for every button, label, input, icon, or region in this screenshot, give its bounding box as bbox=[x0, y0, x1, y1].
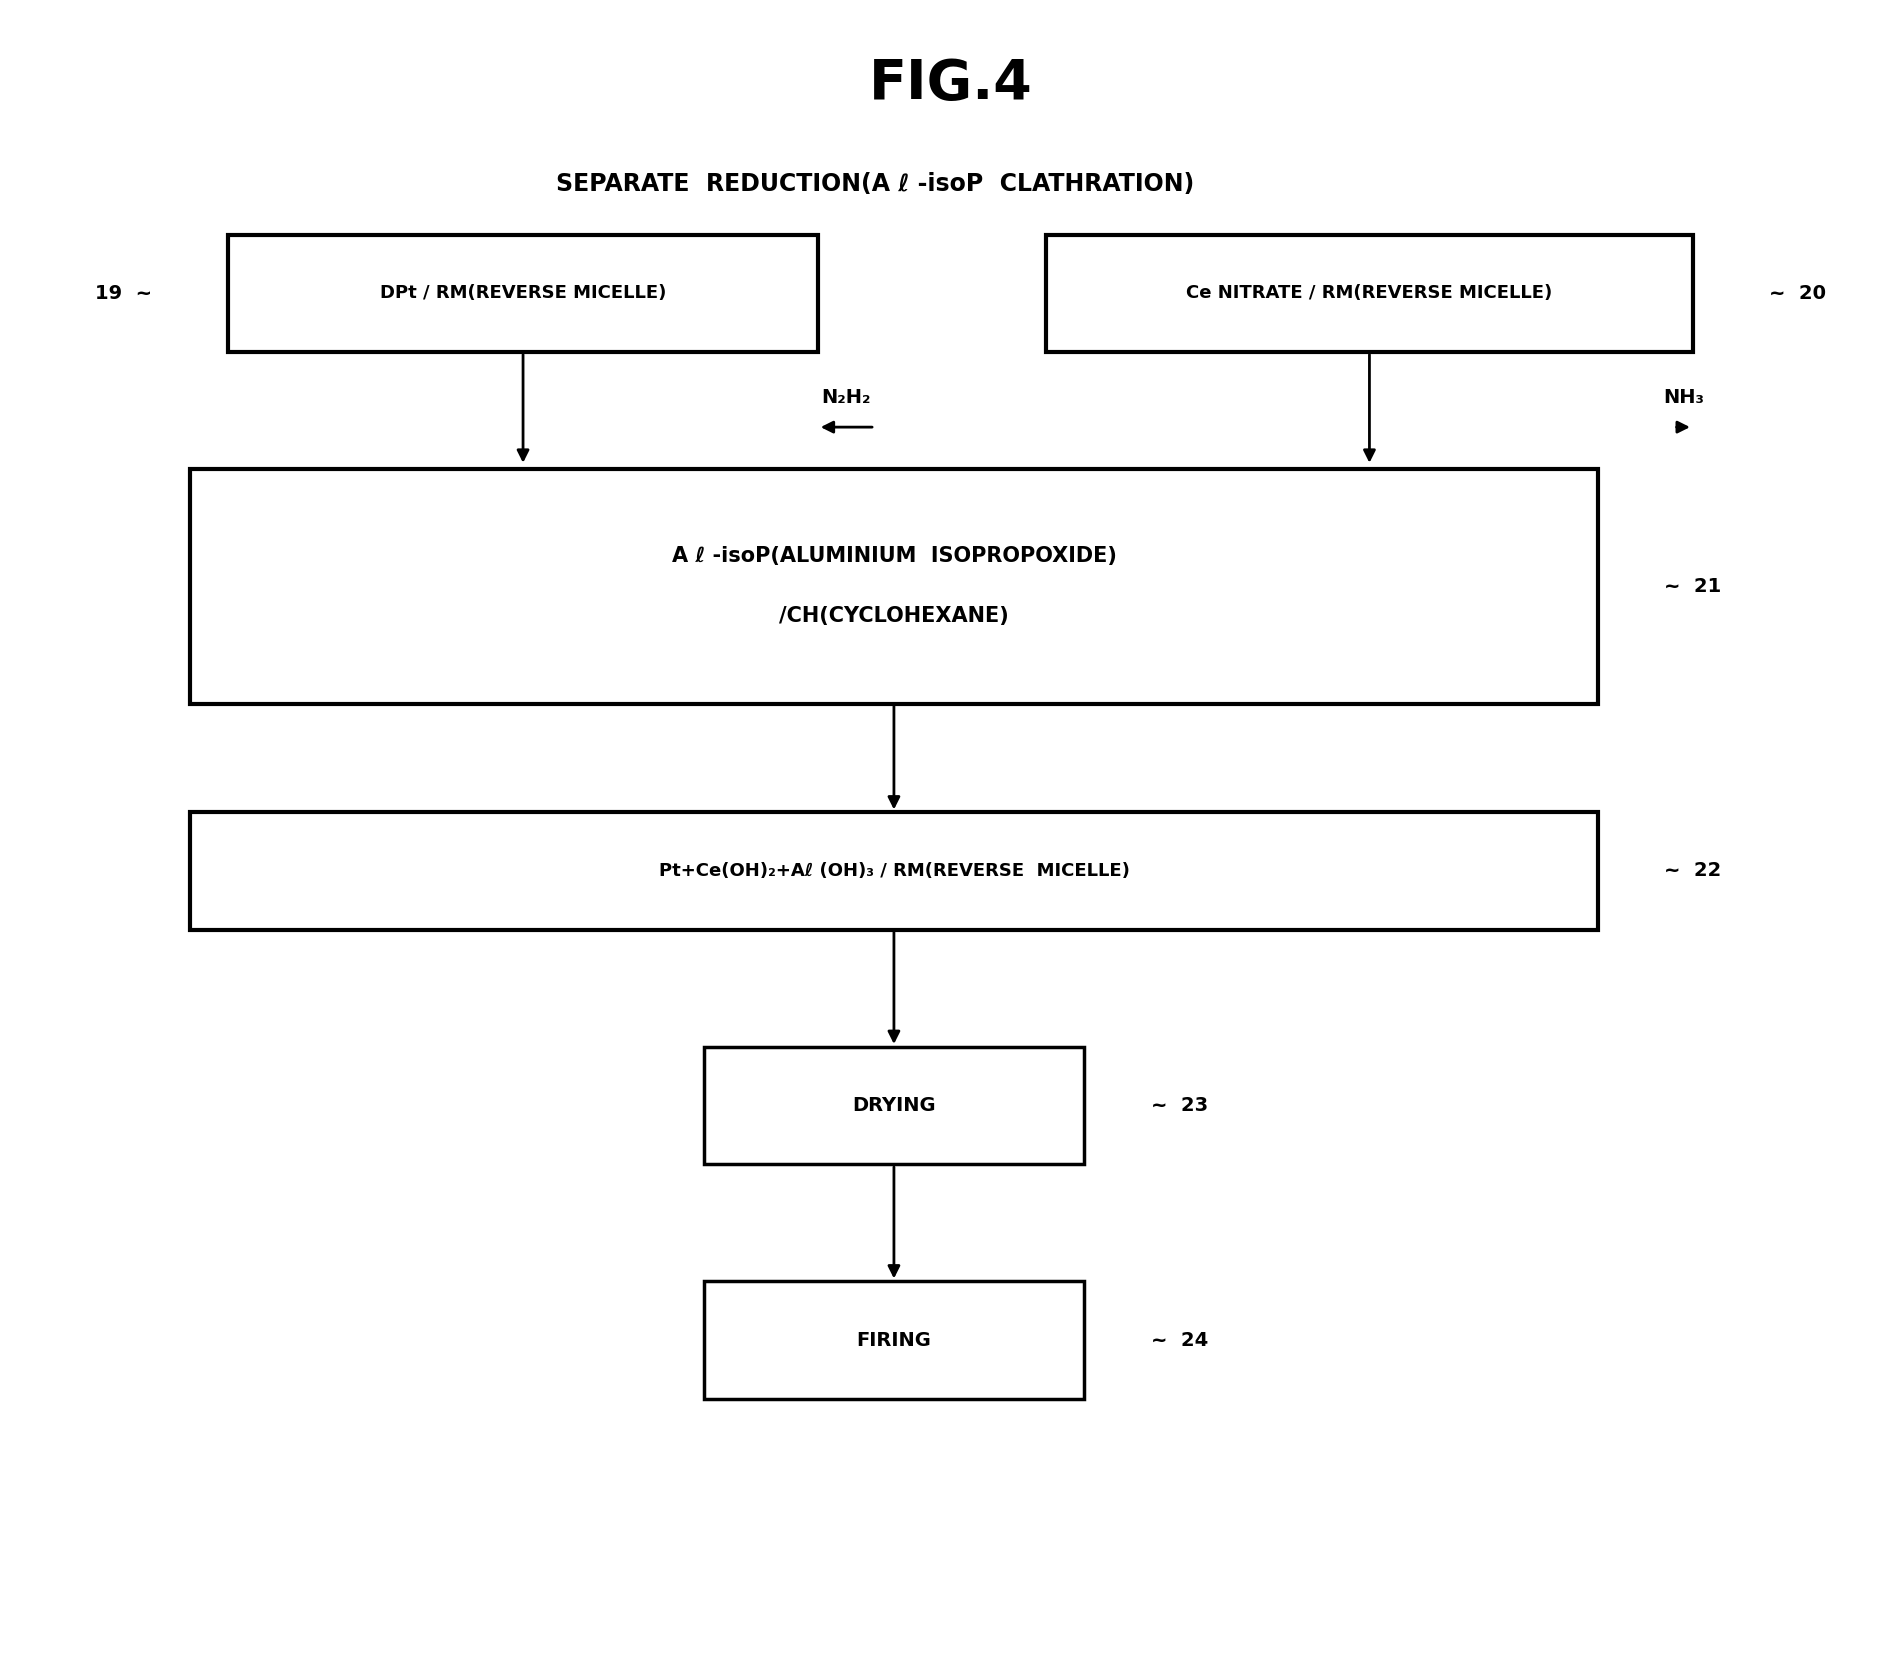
Text: ~  20: ~ 20 bbox=[1769, 283, 1826, 303]
Text: FIG.4: FIG.4 bbox=[869, 57, 1033, 111]
Bar bbox=[190, 469, 1598, 704]
Text: FIRING: FIRING bbox=[856, 1330, 932, 1350]
Text: A ℓ -isoP(ALUMINIUM  ISOPROPOXIDE): A ℓ -isoP(ALUMINIUM ISOPROPOXIDE) bbox=[671, 546, 1116, 566]
Text: 19  ~: 19 ~ bbox=[95, 283, 152, 303]
Bar bbox=[704, 1281, 1084, 1399]
Text: ~  21: ~ 21 bbox=[1664, 576, 1721, 596]
Bar bbox=[1046, 235, 1693, 352]
Text: ~  24: ~ 24 bbox=[1151, 1330, 1208, 1350]
Text: /CH(CYCLOHEXANE): /CH(CYCLOHEXANE) bbox=[780, 606, 1008, 626]
Bar bbox=[190, 812, 1598, 930]
Text: Ce NITRATE / RM(REVERSE MICELLE): Ce NITRATE / RM(REVERSE MICELLE) bbox=[1187, 285, 1552, 301]
Text: SEPARATE  REDUCTION(A ℓ -isoP  CLATHRATION): SEPARATE REDUCTION(A ℓ -isoP CLATHRATION… bbox=[555, 173, 1194, 196]
Text: DRYING: DRYING bbox=[852, 1095, 936, 1116]
Bar bbox=[228, 235, 818, 352]
Text: ~  23: ~ 23 bbox=[1151, 1095, 1208, 1116]
Text: NH₃: NH₃ bbox=[1662, 389, 1704, 407]
Text: DPt / RM(REVERSE MICELLE): DPt / RM(REVERSE MICELLE) bbox=[380, 285, 666, 301]
Text: N₂H₂: N₂H₂ bbox=[822, 389, 871, 407]
Text: Pt+Ce(OH)₂+Aℓ (OH)₃ / RM(REVERSE  MICELLE): Pt+Ce(OH)₂+Aℓ (OH)₃ / RM(REVERSE MICELLE… bbox=[658, 863, 1130, 879]
Text: ~  22: ~ 22 bbox=[1664, 861, 1721, 881]
Bar bbox=[704, 1047, 1084, 1164]
